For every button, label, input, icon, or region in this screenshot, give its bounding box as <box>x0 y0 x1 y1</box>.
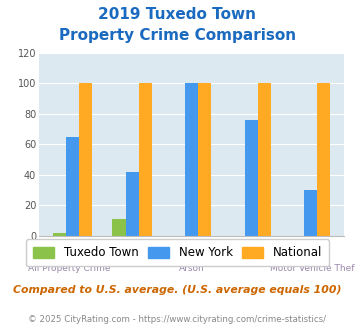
Text: Motor Vehicle Theft: Motor Vehicle Theft <box>270 264 355 273</box>
Bar <box>53 233 66 236</box>
Bar <box>258 83 271 236</box>
Text: Arson: Arson <box>179 264 204 273</box>
Bar <box>113 219 126 236</box>
Text: Burglary: Burglary <box>111 249 150 258</box>
Bar <box>139 83 152 236</box>
Bar <box>185 83 198 236</box>
Bar <box>198 83 211 236</box>
Text: Compared to U.S. average. (U.S. average equals 100): Compared to U.S. average. (U.S. average … <box>13 285 342 295</box>
Text: Property Crime Comparison: Property Crime Comparison <box>59 28 296 43</box>
Bar <box>317 83 331 236</box>
Bar <box>79 83 92 236</box>
Bar <box>66 137 79 236</box>
Bar <box>126 172 139 236</box>
Bar <box>304 190 317 236</box>
Text: All Property Crime: All Property Crime <box>28 264 111 273</box>
Text: © 2025 CityRating.com - https://www.cityrating.com/crime-statistics/: © 2025 CityRating.com - https://www.city… <box>28 315 327 324</box>
Bar <box>245 120 258 236</box>
Legend: Tuxedo Town, New York, National: Tuxedo Town, New York, National <box>26 239 329 266</box>
Text: 2019 Tuxedo Town: 2019 Tuxedo Town <box>98 7 257 21</box>
Text: Larceny & Theft: Larceny & Theft <box>217 249 289 258</box>
